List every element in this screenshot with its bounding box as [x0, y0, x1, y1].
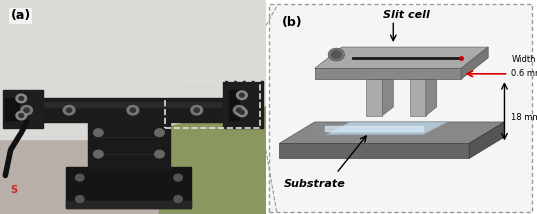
Bar	[67, 201, 191, 208]
Polygon shape	[426, 71, 437, 116]
Text: (a): (a)	[11, 9, 31, 22]
Circle shape	[76, 196, 84, 202]
Bar	[229, 90, 240, 120]
Circle shape	[19, 97, 24, 100]
Circle shape	[127, 106, 139, 115]
Circle shape	[63, 106, 75, 115]
Polygon shape	[325, 122, 447, 135]
Circle shape	[174, 196, 183, 202]
Circle shape	[237, 91, 247, 100]
Polygon shape	[461, 47, 488, 79]
Polygon shape	[469, 122, 504, 158]
FancyBboxPatch shape	[268, 4, 532, 212]
Circle shape	[93, 150, 103, 158]
Text: Slit cell: Slit cell	[383, 10, 430, 20]
Circle shape	[237, 108, 242, 112]
Text: Width: Width	[511, 55, 536, 64]
Circle shape	[331, 51, 341, 58]
Bar	[8, 102, 258, 107]
Circle shape	[19, 114, 24, 117]
Circle shape	[240, 93, 244, 97]
Circle shape	[76, 174, 84, 181]
Polygon shape	[223, 81, 263, 128]
Circle shape	[16, 94, 26, 103]
Circle shape	[16, 111, 26, 120]
Polygon shape	[3, 90, 42, 128]
Circle shape	[240, 110, 244, 114]
Text: (b): (b)	[282, 16, 303, 29]
Polygon shape	[0, 0, 266, 139]
Polygon shape	[382, 71, 393, 116]
Polygon shape	[8, 98, 258, 122]
Bar	[5, 98, 19, 120]
Circle shape	[130, 108, 135, 112]
Polygon shape	[366, 79, 382, 116]
Polygon shape	[325, 126, 423, 131]
Circle shape	[194, 108, 199, 112]
Polygon shape	[315, 47, 488, 68]
Circle shape	[174, 174, 183, 181]
Polygon shape	[410, 79, 426, 116]
Circle shape	[67, 108, 72, 112]
Circle shape	[21, 106, 32, 115]
Circle shape	[93, 129, 103, 137]
Circle shape	[234, 106, 245, 115]
Circle shape	[191, 106, 202, 115]
Circle shape	[328, 48, 344, 61]
Polygon shape	[279, 122, 504, 143]
Circle shape	[155, 150, 164, 158]
Circle shape	[237, 108, 247, 117]
Polygon shape	[315, 68, 461, 79]
Circle shape	[24, 108, 29, 112]
Polygon shape	[67, 167, 191, 208]
Polygon shape	[279, 143, 469, 158]
Text: 18 mm: 18 mm	[511, 113, 537, 122]
Text: 0.6 mm: 0.6 mm	[511, 69, 537, 78]
Polygon shape	[159, 107, 266, 214]
Polygon shape	[88, 120, 170, 171]
Text: Substrate: Substrate	[284, 179, 345, 189]
Text: S: S	[11, 185, 18, 195]
Circle shape	[155, 129, 164, 137]
